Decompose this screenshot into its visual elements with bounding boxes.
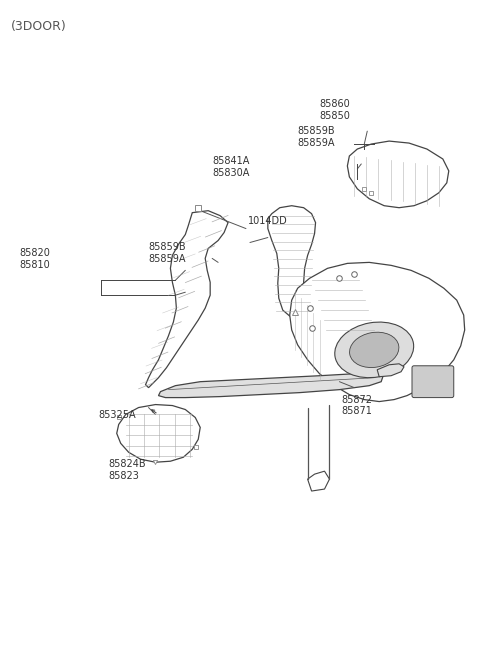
Ellipse shape (349, 332, 399, 367)
Text: 85859B
85859A: 85859B 85859A (298, 126, 336, 148)
Text: 85820
85810: 85820 85810 (19, 248, 50, 270)
Polygon shape (268, 206, 315, 318)
Polygon shape (290, 263, 465, 402)
Text: 85860
85850: 85860 85850 (320, 100, 350, 121)
Polygon shape (348, 141, 449, 208)
Polygon shape (117, 405, 200, 462)
Polygon shape (158, 373, 383, 398)
Text: 85859B
85859A: 85859B 85859A (148, 242, 186, 264)
FancyBboxPatch shape (412, 365, 454, 398)
Text: 85824B
85823: 85824B 85823 (109, 459, 146, 481)
Polygon shape (377, 364, 404, 377)
Text: 85325A: 85325A (99, 409, 136, 419)
Text: 1014DD: 1014DD (248, 215, 288, 226)
Text: (3DOOR): (3DOOR) (12, 20, 67, 33)
Text: 85872
85871: 85872 85871 (341, 394, 372, 416)
Text: 85841A
85830A: 85841A 85830A (212, 156, 250, 178)
Polygon shape (145, 211, 228, 388)
Ellipse shape (335, 322, 414, 378)
Polygon shape (308, 471, 329, 491)
